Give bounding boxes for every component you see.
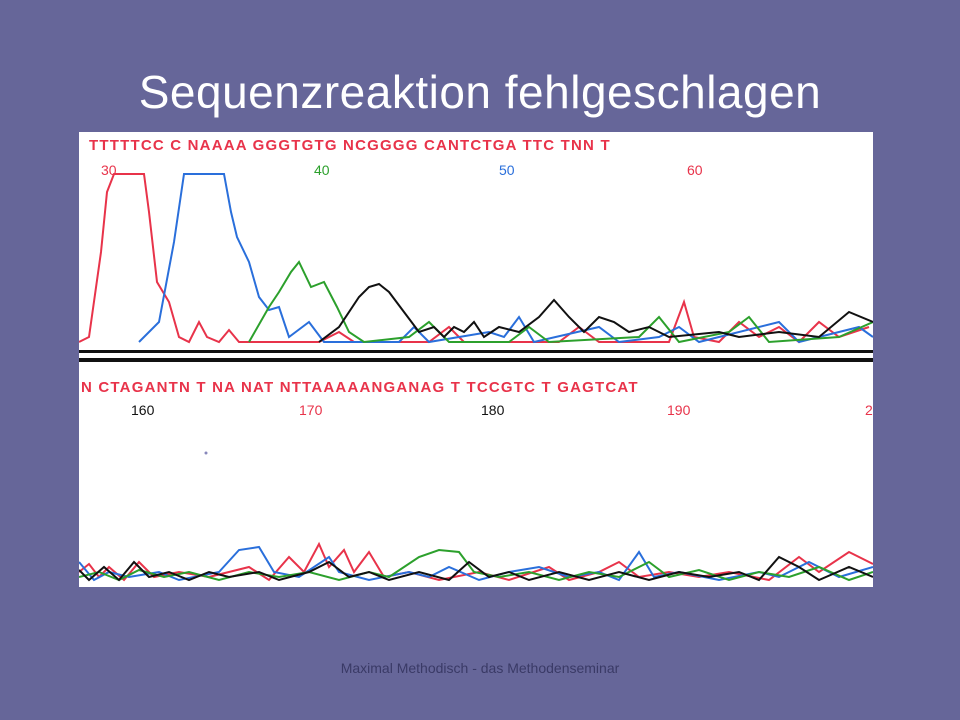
slide-footer: Maximal Methodisch - das Methodenseminar <box>340 660 620 676</box>
sequence-bottom: N CTAGANTN T NA NAT NTTAAAAANGANAG T TCC… <box>81 379 639 396</box>
slide-title: Sequenzreaktion fehlgeschlagen <box>138 66 822 118</box>
sequence-top: TTTTTCC C NAAAA GGGTGTG NCGGGG CANTCTGA … <box>89 137 611 154</box>
position-label: 2 <box>865 402 873 418</box>
position-label: 60 <box>687 162 703 178</box>
artifact-dot <box>204 451 208 455</box>
trace-top-a <box>248 260 873 344</box>
trace-bottom-g <box>79 555 873 582</box>
position-label: 180 <box>481 402 505 418</box>
trace-top-c <box>138 173 873 344</box>
position-label: 170 <box>299 402 323 418</box>
trace-top-t <box>79 173 870 344</box>
chromatogram-traces <box>79 173 873 582</box>
chromatogram-image: TTTTTCC C NAAAA GGGTGTG NCGGGG CANTCTGA … <box>79 132 873 587</box>
position-label: 190 <box>667 402 691 418</box>
divider-line <box>79 350 873 353</box>
position-label: 40 <box>314 162 330 178</box>
position-label: 50 <box>499 162 515 178</box>
position-label: 160 <box>131 402 155 418</box>
trace-top-g <box>318 282 873 343</box>
position-label: 30 <box>101 162 117 178</box>
trace-bottom-a <box>79 548 873 582</box>
divider-line <box>79 358 873 362</box>
